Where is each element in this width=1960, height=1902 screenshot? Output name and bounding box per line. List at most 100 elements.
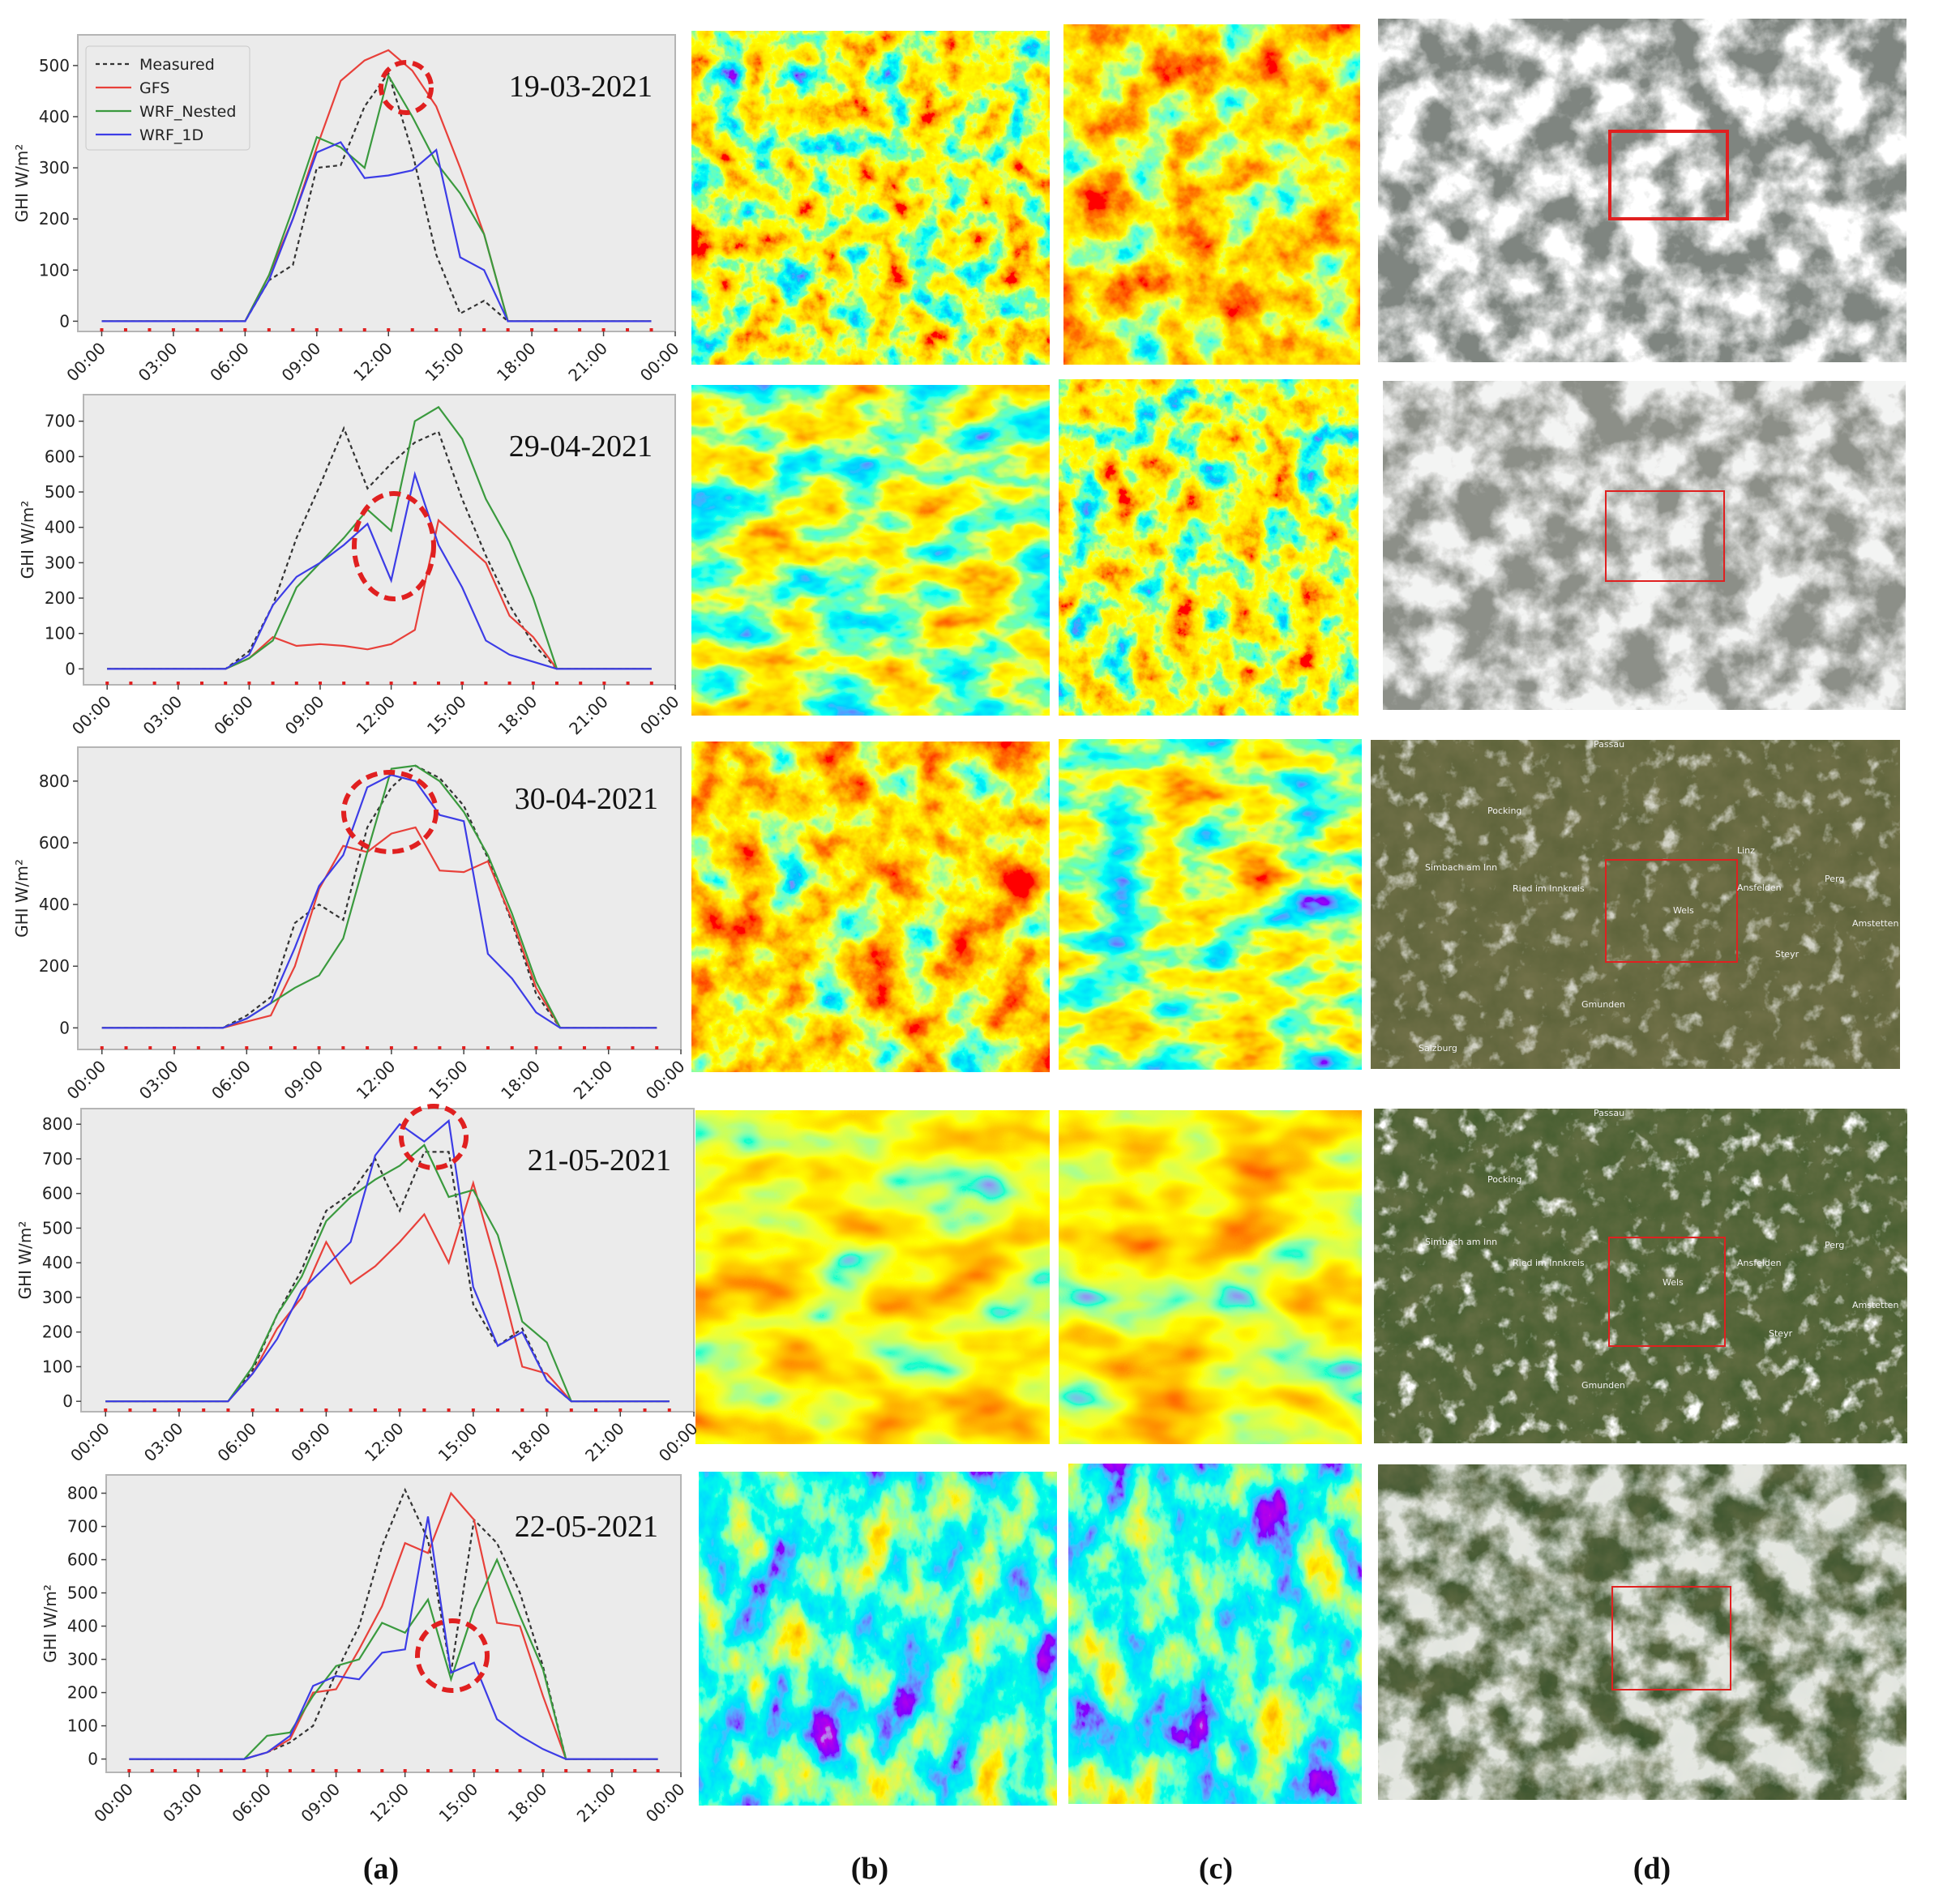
study-area-box (1611, 1586, 1731, 1690)
y-tick-label: 0 (88, 1750, 98, 1769)
hour-marker (471, 1408, 475, 1412)
hour-marker (366, 1046, 370, 1049)
hour-marker (602, 682, 606, 685)
study-area-box (1605, 490, 1725, 582)
plot-area (83, 394, 676, 686)
y-tick-label: 700 (67, 1517, 98, 1537)
hour-marker (315, 328, 319, 331)
x-tick-label: 00:00 (636, 692, 683, 739)
hour-marker (171, 328, 175, 331)
x-tick-label: 00:00 (655, 1419, 702, 1466)
hour-marker (275, 1408, 279, 1412)
hour-marker (269, 1046, 273, 1049)
hour-marker (373, 1408, 377, 1412)
hour-marker (150, 1769, 154, 1772)
y-tick-label: 600 (67, 1550, 98, 1570)
map-label: Simbach am Inn (1425, 862, 1497, 873)
heatmap (1063, 24, 1360, 365)
x-tick-label: 06:00 (228, 1780, 275, 1827)
hour-marker (530, 328, 534, 331)
x-tick-label: 09:00 (278, 339, 325, 386)
hour-marker (220, 1046, 225, 1049)
chart-title: 22-05-2021 (515, 1510, 658, 1544)
series-line (107, 471, 652, 670)
x-tick-label: 12:00 (366, 1780, 413, 1827)
map-label: Wels (1663, 1277, 1684, 1288)
plot-area (105, 1474, 682, 1773)
hour-marker (293, 1046, 297, 1049)
hour-marker (656, 1769, 660, 1772)
y-tick-label: 0 (62, 1391, 73, 1411)
legend-label: Measured (139, 56, 215, 74)
hour-marker (626, 328, 630, 331)
chart-title: 30-04-2021 (515, 782, 658, 816)
y-tick-label: 600 (39, 833, 70, 853)
y-tick-label: 0 (59, 1018, 70, 1037)
heatmap (1059, 379, 1359, 716)
study-area-box (1608, 130, 1729, 220)
legend-box (85, 45, 250, 151)
hour-marker (349, 1408, 353, 1412)
x-tick-label: 03:00 (135, 339, 182, 386)
x-tick-label: 15:00 (421, 339, 468, 386)
x-tick-label: 09:00 (297, 1780, 344, 1827)
highlight-circle (352, 491, 436, 601)
clouds (1374, 1109, 1907, 1443)
x-tick-label: 12:00 (352, 692, 399, 739)
highlight-circle (399, 1104, 469, 1170)
hour-marker (462, 1046, 466, 1049)
hour-marker (123, 328, 127, 331)
hour-marker (655, 1046, 659, 1049)
map-label: Ried im Innkreis (1513, 1258, 1585, 1268)
hour-marker (148, 1046, 152, 1049)
hour-marker (545, 1408, 549, 1412)
hour-marker (510, 1046, 514, 1049)
legend-label: WRF_1D (139, 126, 203, 144)
hour-marker (422, 1408, 426, 1412)
hour-marker (334, 1769, 338, 1772)
hour-marker (342, 682, 346, 685)
hour-marker (202, 1408, 206, 1412)
x-tick-label: 15:00 (435, 1780, 482, 1827)
hour-marker (460, 682, 464, 685)
x-tick-label: 21:00 (570, 1057, 617, 1104)
hour-marker (626, 682, 630, 685)
legend-label: GFS (139, 79, 169, 97)
heatmap (1059, 1110, 1362, 1444)
hour-marker (643, 1408, 647, 1412)
line-chart: 0 100 200 300 400 500 00:00 03:00 06:00 09:00 12:0… (12, 34, 683, 386)
map-label: Amstetten (1852, 1300, 1898, 1310)
y-tick-label: 500 (39, 56, 70, 75)
hour-marker (291, 328, 295, 331)
hour-marker (554, 328, 558, 331)
hour-marker (649, 682, 653, 685)
x-tick-label: 00:00 (642, 1780, 689, 1827)
hour-marker (300, 1408, 304, 1412)
hour-marker (495, 1769, 499, 1772)
x-tick-label: 03:00 (140, 1419, 187, 1466)
hour-marker (458, 328, 462, 331)
x-tick-label: 00:00 (66, 1419, 113, 1466)
x-tick-label: 06:00 (206, 339, 253, 386)
map-label: Passau (1594, 739, 1624, 750)
hour-marker (362, 328, 366, 331)
x-tick-label: 09:00 (281, 692, 328, 739)
legend-label: WRF_Nested (139, 103, 236, 121)
x-tick-label: 00:00 (68, 692, 115, 739)
map-label: Ried im Innkreis (1513, 883, 1585, 894)
clouds (1383, 381, 1906, 710)
hour-marker (507, 682, 511, 685)
x-tick-label: 00:00 (642, 1057, 689, 1104)
hour-marker (176, 682, 180, 685)
x-tick-label: 09:00 (280, 1057, 327, 1104)
line-chart: 0 100 200 300 400 500 600 700 800 00:00 03:00 06:00… (15, 1104, 702, 1466)
clouds (1378, 19, 1907, 362)
x-tick-label: 00:00 (90, 1780, 137, 1827)
hour-marker (339, 328, 343, 331)
map-label: Steyr (1775, 949, 1800, 960)
y-axis-label: GHI W/m² (12, 144, 32, 223)
map-label: Pocking (1487, 806, 1521, 816)
y-tick-label: 200 (67, 1683, 98, 1703)
hour-marker (100, 1046, 104, 1049)
y-tick-label: 100 (39, 260, 70, 280)
